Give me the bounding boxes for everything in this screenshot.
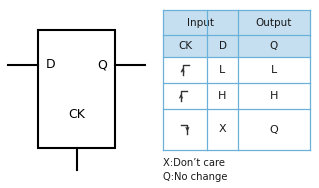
Text: Output: Output: [256, 17, 292, 27]
Bar: [207, 35, 238, 57]
Text: L: L: [219, 65, 226, 75]
Text: L: L: [271, 65, 277, 75]
Text: D: D: [46, 58, 56, 71]
Bar: [163, 10, 238, 35]
Bar: [163, 109, 310, 150]
Text: CK: CK: [68, 108, 85, 121]
Text: Q:No change: Q:No change: [163, 172, 227, 182]
Bar: [163, 57, 310, 83]
Text: X: X: [219, 124, 226, 134]
Text: Q: Q: [270, 124, 278, 134]
Bar: [238, 35, 310, 57]
Text: Q: Q: [97, 58, 107, 71]
Bar: [238, 10, 310, 35]
Text: X:Don’t care: X:Don’t care: [163, 158, 225, 168]
Text: CK: CK: [178, 41, 192, 51]
Bar: [163, 83, 310, 109]
Text: H: H: [270, 91, 278, 101]
Text: Q: Q: [270, 41, 278, 51]
Bar: [38, 30, 115, 148]
Text: D: D: [219, 41, 226, 51]
Text: Input: Input: [187, 17, 214, 27]
Text: H: H: [218, 91, 227, 101]
Bar: [163, 35, 207, 57]
